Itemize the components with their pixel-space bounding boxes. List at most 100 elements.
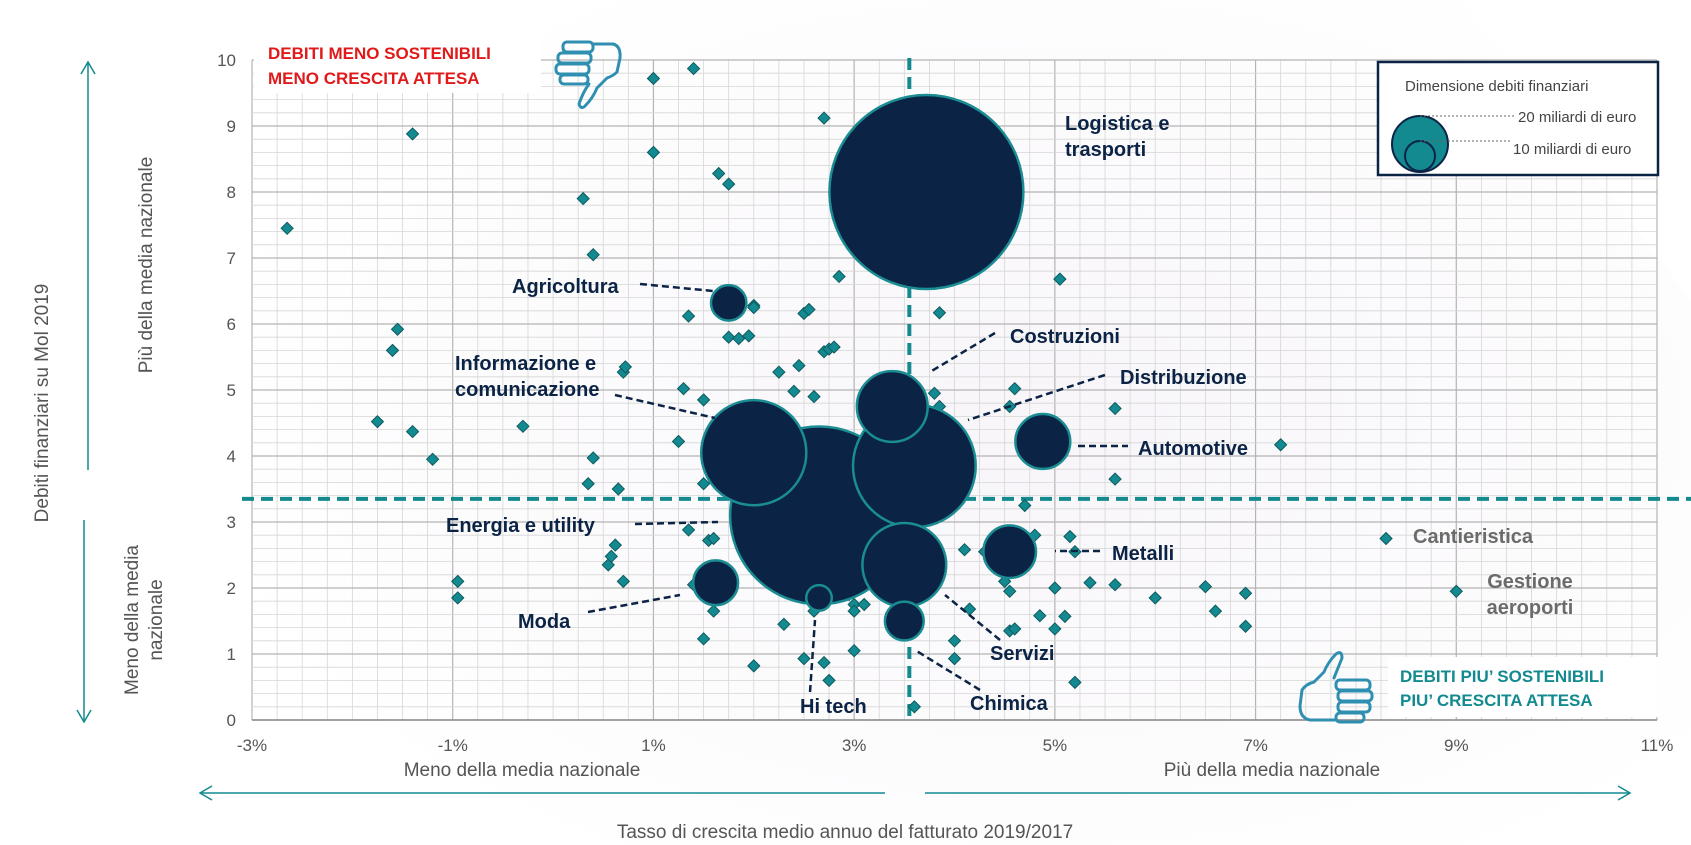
- company-point: [676, 381, 691, 396]
- company-point: [847, 604, 861, 618]
- leader-line: [967, 373, 1106, 422]
- company-point: [822, 673, 836, 688]
- top-left-label-line1: DEBITI MENO SOSTENIBILI: [268, 44, 491, 63]
- company-point: [742, 329, 756, 343]
- company-point: [1048, 622, 1062, 636]
- company-point: [611, 482, 626, 496]
- company-point: [280, 221, 294, 236]
- company-point: [1008, 622, 1022, 636]
- sector-label: Chimica: [970, 693, 1049, 715]
- company-point: [857, 597, 871, 612]
- leader-line: [614, 393, 716, 420]
- company-point: [1238, 619, 1253, 633]
- x-tick-label: 1%: [641, 736, 666, 755]
- company-point: [787, 384, 801, 399]
- company-point: [1053, 272, 1067, 286]
- sector-bubble: [861, 521, 948, 609]
- x-sublabel-left: Meno della media nazionale: [404, 760, 641, 781]
- company-points: [280, 61, 1463, 714]
- sector-label: Informazione e: [455, 353, 596, 375]
- company-point: [618, 360, 633, 374]
- bottom-right-label-line1: DEBITI PIU’ SOSTENIBILI: [1400, 667, 1604, 686]
- x-tick-label: -1%: [438, 736, 468, 755]
- company-point: [711, 166, 726, 181]
- company-point: [1238, 586, 1253, 600]
- company-point: [817, 655, 831, 670]
- sector-label: Costruzioni: [1010, 326, 1120, 348]
- company-point: [1208, 604, 1223, 618]
- x-tick-labels: -3% -1% 1% 3% 5% 7% 9% 11%: [237, 736, 1674, 755]
- legend: Dimensione debiti finanziari 20 miliardi…: [1376, 60, 1660, 177]
- company-point: [706, 531, 721, 546]
- sector-bubble: [982, 524, 1038, 580]
- company-point: [696, 632, 711, 646]
- sector-bubble: [692, 559, 740, 607]
- leader-line: [954, 133, 1001, 149]
- company-point: [1002, 584, 1017, 599]
- top-left-label-line2: MENO CRESCITA ATTESA: [268, 69, 480, 88]
- x-tick-label: 9%: [1444, 736, 1469, 755]
- label-leader-lines: [587, 133, 1128, 693]
- y-tick-label: 1: [227, 645, 236, 664]
- company-point: [847, 643, 861, 658]
- company-point: [1033, 609, 1047, 623]
- company-point: [516, 419, 530, 434]
- thumbs-up-icon: [1298, 651, 1374, 724]
- y-tick-labels: 0 1 2 3 4 5 6 7 8 9 10: [217, 51, 236, 730]
- y-tick-label: 10: [217, 51, 236, 70]
- company-point: [827, 340, 841, 354]
- y-sublabel-bottom-line1: Meno della media: [122, 545, 143, 695]
- sector-label: Cantieristica: [1413, 526, 1534, 548]
- company-point: [706, 604, 721, 618]
- y-tick-label: 2: [227, 579, 236, 598]
- company-point: [405, 424, 420, 439]
- company-point: [721, 177, 736, 191]
- y-sublabel-bottom-line2: nazionale: [146, 579, 167, 660]
- company-point: [451, 574, 465, 589]
- x-tick-label: 7%: [1243, 736, 1268, 755]
- sector-labels: Logistica e trasporti Agricoltura Costruzio…: [446, 113, 1573, 718]
- sector-label: Moda: [518, 611, 571, 633]
- company-point: [927, 386, 942, 401]
- y-tick-label: 3: [227, 513, 236, 532]
- company-point: [1449, 584, 1463, 599]
- bottom-right-label-line2: PIU’ CRESCITA ATTESA: [1400, 691, 1593, 710]
- legend-item-large: 20 miliardi di euro: [1518, 109, 1636, 126]
- company-point: [1083, 576, 1097, 590]
- sector-bubbles: [692, 93, 1072, 642]
- company-point: [370, 414, 385, 429]
- y-tick-label: 5: [227, 381, 236, 400]
- company-point: [1148, 591, 1162, 605]
- company-point: [1008, 381, 1022, 396]
- x-axis-title: Tasso di crescita medio annuo del fattur…: [617, 822, 1073, 843]
- sector-bubble: [709, 283, 748, 322]
- x-tick-label: 3%: [842, 736, 867, 755]
- leader-line: [944, 594, 1001, 641]
- company-point: [1198, 579, 1213, 594]
- company-point: [616, 574, 631, 589]
- company-point: [1379, 531, 1393, 546]
- company-point: [797, 651, 811, 666]
- company-point: [1058, 609, 1072, 624]
- company-point: [604, 549, 618, 564]
- company-point: [696, 477, 711, 491]
- sector-label: comunicazione: [455, 379, 599, 401]
- x-tick-label: 11%: [1641, 736, 1674, 755]
- x-sublabel-right: Più della media nazionale: [1164, 760, 1381, 781]
- sector-label: Gestione: [1487, 571, 1573, 593]
- company-point: [947, 634, 962, 648]
- company-point: [1108, 577, 1122, 592]
- company-point: [947, 651, 962, 666]
- bottom-right-label-box: [1388, 657, 1658, 717]
- company-point: [1063, 529, 1077, 544]
- company-point: [608, 538, 622, 552]
- company-point: [1068, 675, 1082, 690]
- y-tick-label: 4: [227, 447, 236, 466]
- sector-bubble: [883, 600, 925, 642]
- leader-line: [634, 520, 719, 526]
- company-point: [646, 71, 661, 86]
- legend-title: Dimensione debiti finanziari: [1405, 78, 1588, 95]
- sector-bubble: [804, 583, 834, 612]
- company-point: [1108, 472, 1122, 486]
- company-point: [425, 452, 440, 467]
